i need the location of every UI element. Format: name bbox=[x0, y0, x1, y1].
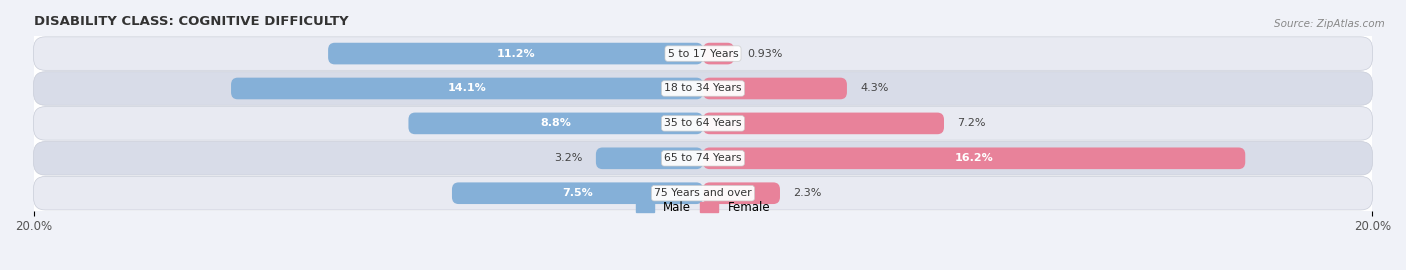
Text: 7.2%: 7.2% bbox=[957, 118, 986, 129]
FancyBboxPatch shape bbox=[34, 72, 1372, 105]
Text: Source: ZipAtlas.com: Source: ZipAtlas.com bbox=[1274, 19, 1385, 29]
FancyBboxPatch shape bbox=[703, 113, 943, 134]
Text: 8.8%: 8.8% bbox=[540, 118, 571, 129]
FancyBboxPatch shape bbox=[34, 177, 1372, 210]
FancyBboxPatch shape bbox=[703, 183, 780, 204]
FancyBboxPatch shape bbox=[703, 43, 734, 64]
FancyBboxPatch shape bbox=[34, 141, 1372, 175]
FancyBboxPatch shape bbox=[703, 78, 846, 99]
Text: 18 to 34 Years: 18 to 34 Years bbox=[664, 83, 742, 93]
Text: 11.2%: 11.2% bbox=[496, 49, 534, 59]
Text: 7.5%: 7.5% bbox=[562, 188, 593, 198]
Text: DISABILITY CLASS: COGNITIVE DIFFICULTY: DISABILITY CLASS: COGNITIVE DIFFICULTY bbox=[34, 15, 349, 28]
Text: 16.2%: 16.2% bbox=[955, 153, 994, 163]
FancyBboxPatch shape bbox=[409, 113, 703, 134]
FancyBboxPatch shape bbox=[231, 78, 703, 99]
Text: 35 to 64 Years: 35 to 64 Years bbox=[664, 118, 742, 129]
Text: 2.3%: 2.3% bbox=[793, 188, 821, 198]
FancyBboxPatch shape bbox=[34, 37, 1372, 70]
Legend: Male, Female: Male, Female bbox=[631, 196, 775, 219]
FancyBboxPatch shape bbox=[34, 107, 1372, 140]
Text: 5 to 17 Years: 5 to 17 Years bbox=[668, 49, 738, 59]
Text: 3.2%: 3.2% bbox=[554, 153, 582, 163]
FancyBboxPatch shape bbox=[596, 147, 703, 169]
Text: 65 to 74 Years: 65 to 74 Years bbox=[664, 153, 742, 163]
FancyBboxPatch shape bbox=[328, 43, 703, 64]
Text: 14.1%: 14.1% bbox=[447, 83, 486, 93]
FancyBboxPatch shape bbox=[451, 183, 703, 204]
FancyBboxPatch shape bbox=[703, 147, 1246, 169]
Text: 0.93%: 0.93% bbox=[748, 49, 783, 59]
Text: 75 Years and over: 75 Years and over bbox=[654, 188, 752, 198]
Text: 4.3%: 4.3% bbox=[860, 83, 889, 93]
